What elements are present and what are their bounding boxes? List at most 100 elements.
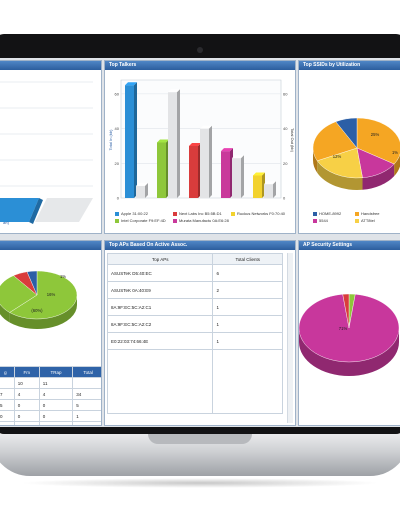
bar-front (221, 151, 230, 198)
legend-item[interactable]: Intel Corporate F9:EF:4D (115, 218, 166, 223)
ap-security-pie-chart: 71% (299, 293, 400, 376)
legend-swatch (115, 218, 119, 223)
table-cell: 8A:9F:EC:5C:A2:C2 (106, 315, 214, 333)
table-cell (106, 349, 214, 414)
bar-in-2 (157, 139, 169, 198)
legend-item[interactable]: Apple 31:00:22 (115, 211, 148, 216)
bar-out-4 (232, 155, 244, 198)
slice-green-b-side (0, 304, 10, 323)
bar-top (168, 89, 180, 93)
table-row[interactable]: 8A:9F:EC:5C:A2:C2 1 (106, 315, 283, 333)
y-tick-label-left: 20 (115, 161, 120, 166)
legend-label: Apple 31:00:22 (121, 211, 148, 216)
table-cell: 2 (212, 281, 283, 299)
panel-bottom-left: 1% 16% (60%) g Fm TRap Total 10 11 7 4 4 34 5 0 0 5 0 0 0 1… (0, 240, 102, 426)
slice-blue (26, 270, 38, 296)
table-row[interactable]: 8A:9F:EC:5C:A2:C1 1 (106, 298, 283, 316)
column-header[interactable]: Fm (13, 366, 40, 378)
slice-encrypted-side (299, 328, 399, 376)
table-header-row: g Fm TRap Total (0, 366, 101, 378)
table-cell: 1 (38, 421, 74, 425)
slice-green (9, 270, 78, 320)
legend-swatch (173, 218, 177, 223)
table-row[interactable]: 7 4 4 34 (0, 388, 101, 400)
bar-top (136, 182, 148, 186)
scrollbar[interactable] (287, 253, 293, 423)
slice-encrypted (299, 294, 400, 363)
bar-top (157, 139, 169, 143)
chart-link[interactable]: art) (3, 220, 9, 225)
panel-top-talkers: Top Talkers 0 0 20 20 40 40 60 60 Total In (kb) T… (104, 60, 296, 234)
legend-item[interactable]: Handsfree (355, 211, 379, 216)
bar-in-4 (221, 148, 233, 198)
top-ssids-pie-chart: 25% 12% 1% (312, 117, 400, 190)
top-left-bar-chart (0, 81, 93, 224)
laptop-notch (148, 434, 252, 444)
table-row[interactable]: ASUSTeK 0A:40:E9 2 (106, 281, 283, 299)
slice-home-b-side (313, 148, 318, 173)
bar-top (264, 181, 276, 185)
table-row[interactable]: ASUSTeK D5:40:EC 6 (106, 264, 283, 282)
legend-swatch (231, 211, 235, 216)
table-cell: 1 (72, 421, 101, 425)
legend-item[interactable]: Murata Manufactu 0A:E6:28 (173, 218, 229, 223)
bar-side (273, 181, 276, 198)
table-row[interactable]: E0:22:03:74:66:4E 1 (106, 332, 283, 350)
table-cell: 5 (72, 399, 101, 411)
bar-front (189, 145, 198, 198)
legend-item[interactable]: Ruckus Networks F0:70:40 (231, 211, 285, 216)
table-cell: 34 (72, 388, 101, 400)
table-row[interactable]: 10 11 (0, 377, 101, 389)
table-cell: 1 (212, 315, 283, 333)
column-header[interactable]: Top APs (106, 253, 214, 265)
slice-red-wedge (21, 276, 37, 295)
bar-side (209, 125, 212, 198)
table-cell (212, 349, 283, 414)
bar-blue-side (29, 198, 43, 224)
legend-item[interactable]: 5544 (313, 218, 328, 223)
legend-swatch (173, 211, 177, 216)
table-cell: 0 (13, 410, 40, 422)
table-cell: ASUSTeK 0A:40:E9 (106, 281, 214, 299)
pie (312, 117, 400, 190)
slice-label: 1% (60, 274, 66, 279)
top-ssids-legend: HOME-8992 Handsfree 5544 ATT8tel (313, 211, 400, 231)
table-cell: 10 (13, 377, 40, 389)
column-header[interactable]: g (0, 366, 15, 378)
column-header[interactable]: TRap (38, 366, 74, 378)
slice-att (335, 117, 358, 149)
legend-item[interactable]: HOME-8992 (313, 211, 341, 216)
column-header[interactable]: Total Clients (212, 253, 283, 265)
legend-swatch (355, 218, 359, 223)
bar-in-5 (253, 172, 265, 198)
table-cell: 0 (0, 410, 15, 422)
panel-header (0, 241, 101, 250)
panel-ap-security: AP Security Settings 71% Encrypted (1)Op… (298, 240, 400, 426)
bar-front (253, 175, 262, 198)
panel-header-ap-security: AP Security Settings (299, 241, 400, 250)
table-row[interactable]: 0011 (0, 421, 101, 425)
bar-front (232, 158, 241, 198)
legend-label: HOME-8992 (319, 211, 342, 216)
slice-label: 71% (339, 326, 348, 331)
bottom-left-pie-chart: 1% 16% (60%) (0, 270, 78, 329)
legend-swatch (355, 211, 359, 216)
pie (0, 270, 78, 329)
bar-out-1 (136, 182, 148, 198)
column-header[interactable]: Total (72, 366, 101, 378)
bar-shadow (35, 198, 93, 222)
legend-item[interactable]: Next Labs Inc B5:5B:D1 (173, 211, 222, 216)
legend-item[interactable]: ATT8tel (355, 218, 375, 223)
pie (299, 293, 400, 376)
top-talkers-bar-chart: 0 0 20 20 40 40 60 60 Total In (kb) Total Out (kb… (108, 79, 295, 201)
bar-in-3 (189, 142, 201, 198)
top-aps-table: Top APs Total Clients ASUSTeK D5:40:EC 6 ASU… (106, 253, 283, 414)
bar-side (145, 182, 148, 198)
table-cell: ASUSTeK D5:40:EC (106, 264, 214, 282)
bar-out-3 (200, 125, 212, 198)
webcam-icon (197, 47, 203, 53)
slice-label: 12% (333, 154, 342, 159)
